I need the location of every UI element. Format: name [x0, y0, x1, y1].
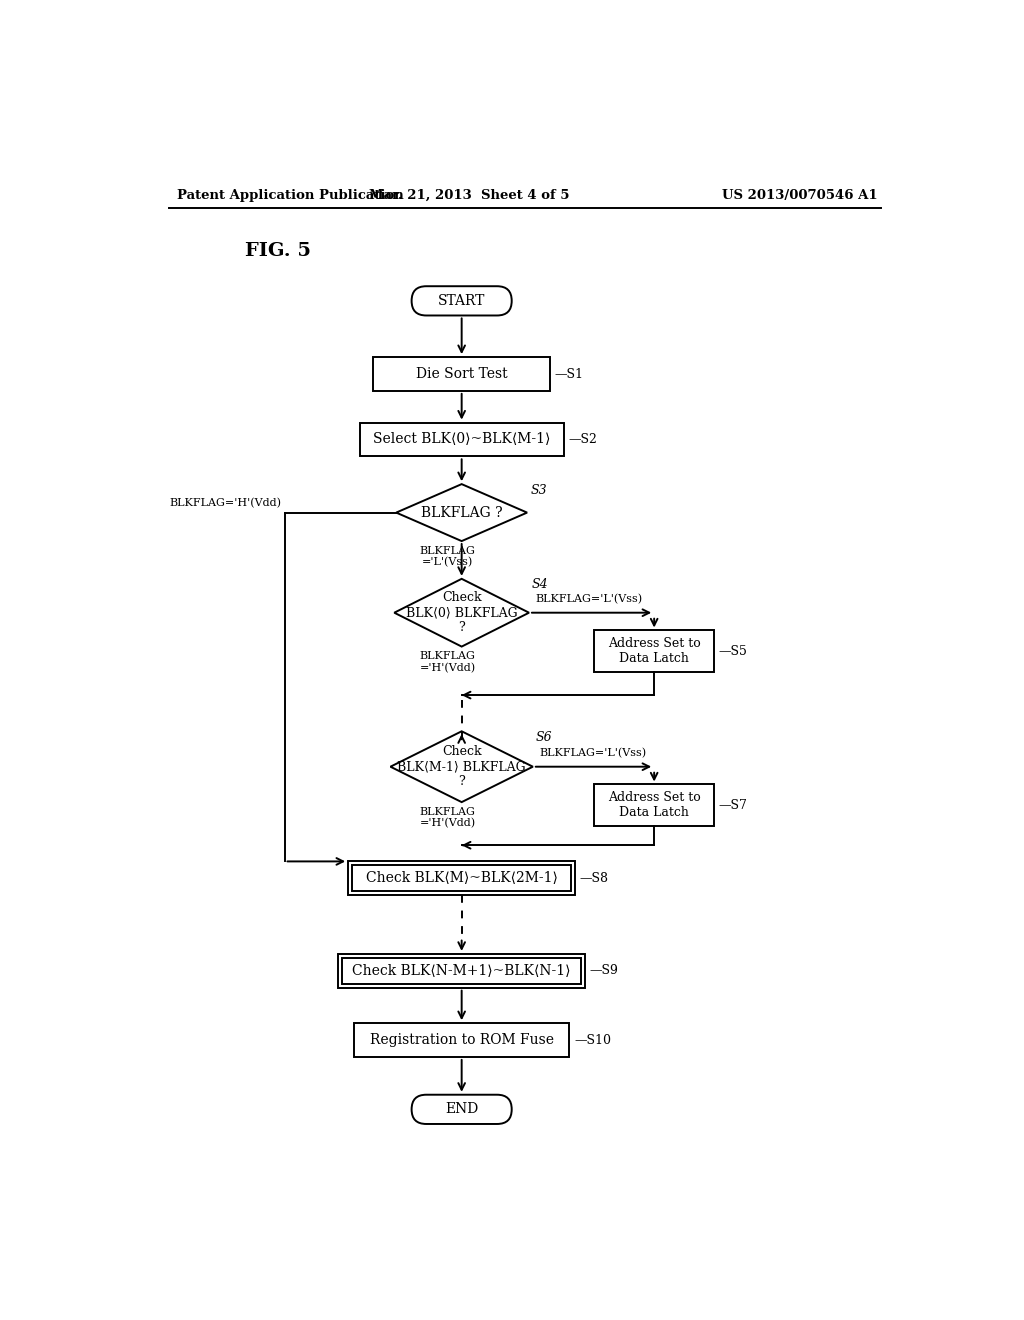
Polygon shape	[396, 484, 527, 541]
Text: —S9: —S9	[590, 964, 618, 977]
Text: BLKFLAG='L'(Vss): BLKFLAG='L'(Vss)	[536, 594, 642, 605]
Text: —S8: —S8	[580, 871, 609, 884]
Text: S6: S6	[536, 731, 553, 744]
Text: Check BLK⟨M⟩~BLK⟨2M-1⟩: Check BLK⟨M⟩~BLK⟨2M-1⟩	[366, 871, 558, 886]
Text: —S5: —S5	[719, 644, 748, 657]
Text: Registration to ROM Fuse: Registration to ROM Fuse	[370, 1034, 554, 1047]
Text: START: START	[438, 294, 485, 308]
Polygon shape	[394, 578, 529, 647]
FancyBboxPatch shape	[412, 1094, 512, 1125]
Bar	[348, 862, 575, 895]
Text: Check
BLK⟨0⟩ BLKFLAG
?: Check BLK⟨0⟩ BLKFLAG ?	[406, 591, 517, 634]
Bar	[595, 784, 714, 826]
Text: Check
BLK⟨M-1⟩ BLKFLAG
?: Check BLK⟨M-1⟩ BLKFLAG ?	[397, 746, 526, 788]
Polygon shape	[390, 731, 532, 803]
Bar	[373, 358, 550, 391]
Text: —S7: —S7	[719, 799, 748, 812]
Bar	[359, 422, 563, 457]
Bar	[352, 866, 571, 891]
Text: Die Sort Test: Die Sort Test	[416, 367, 508, 381]
Bar	[342, 958, 581, 983]
Bar	[354, 1023, 569, 1057]
Text: S4: S4	[532, 578, 549, 591]
Text: Patent Application Publication: Patent Application Publication	[177, 189, 403, 202]
Text: BLKFLAG
='L'(Vss): BLKFLAG ='L'(Vss)	[420, 545, 476, 568]
FancyBboxPatch shape	[412, 286, 512, 315]
Text: Select BLK⟨0⟩~BLK⟨M-1⟩: Select BLK⟨0⟩~BLK⟨M-1⟩	[373, 433, 550, 446]
Text: BLKFLAG='H'(Vdd): BLKFLAG='H'(Vdd)	[170, 498, 282, 508]
Text: BLKFLAG='L'(Vss): BLKFLAG='L'(Vss)	[539, 747, 646, 758]
Bar	[595, 631, 714, 672]
Text: —S10: —S10	[574, 1034, 611, 1047]
Text: Mar. 21, 2013  Sheet 4 of 5: Mar. 21, 2013 Sheet 4 of 5	[369, 189, 569, 202]
Text: S3: S3	[530, 483, 547, 496]
Text: BLKFLAG ?: BLKFLAG ?	[421, 506, 503, 520]
Text: Address Set to
Data Latch: Address Set to Data Latch	[608, 638, 700, 665]
Text: BLKFLAG
='H'(Vdd): BLKFLAG ='H'(Vdd)	[420, 651, 476, 673]
Text: US 2013/0070546 A1: US 2013/0070546 A1	[722, 189, 878, 202]
Text: Address Set to
Data Latch: Address Set to Data Latch	[608, 791, 700, 820]
Text: BLKFLAG
='H'(Vdd): BLKFLAG ='H'(Vdd)	[420, 807, 476, 829]
Text: —S1: —S1	[555, 367, 584, 380]
Text: END: END	[445, 1102, 478, 1117]
Text: Check BLK⟨N-M+1⟩~BLK⟨N-1⟩: Check BLK⟨N-M+1⟩~BLK⟨N-1⟩	[352, 964, 571, 978]
Text: —S2: —S2	[568, 433, 597, 446]
Bar	[339, 954, 585, 987]
Text: FIG. 5: FIG. 5	[245, 242, 310, 260]
